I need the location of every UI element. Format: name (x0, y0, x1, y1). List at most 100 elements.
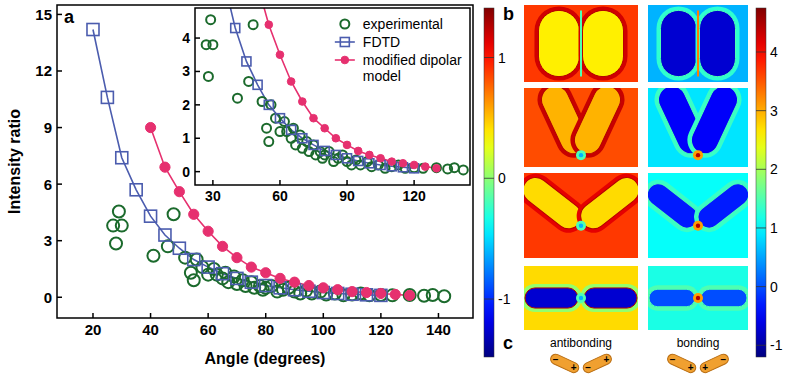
legend-marker (340, 20, 349, 29)
data-point (204, 72, 213, 81)
field-map-content (524, 266, 638, 330)
data-point (262, 124, 271, 133)
data-point (101, 91, 113, 103)
legend-marker (340, 38, 349, 47)
data-point (287, 125, 296, 134)
data-point (258, 97, 267, 106)
gap-field-core (696, 296, 700, 300)
x-tick (413, 180, 415, 185)
dimer-sketch: −+−+ (666, 353, 730, 375)
colorbar-tick (756, 110, 766, 111)
data-point (347, 287, 357, 297)
data-point (242, 57, 251, 66)
rod (575, 173, 638, 234)
mode-label: antibonding (550, 336, 612, 350)
field-background (524, 266, 638, 330)
data-point (375, 289, 387, 301)
colorbar-tick-label: 1 (498, 50, 506, 66)
charge-sign: + (688, 362, 694, 373)
x-tick (346, 180, 348, 185)
data-point (275, 114, 284, 123)
data-point (361, 287, 371, 297)
x-tick (150, 313, 152, 318)
y-tick-label: 0 (44, 289, 52, 306)
charge-sign: + (603, 354, 609, 365)
data-point (249, 20, 258, 29)
panel-c: cantibonding−++−bonding−+−+ (503, 333, 730, 374)
data-point (331, 150, 340, 159)
data-point (343, 141, 351, 149)
colorbar-tick-label: 4 (770, 44, 778, 60)
legend-line (335, 41, 355, 43)
colorbar (484, 8, 494, 357)
y-tick (57, 183, 62, 185)
field-map (524, 5, 638, 82)
data-point (189, 209, 199, 219)
x-tick-label: 30 (205, 188, 221, 204)
mode-label: bonding (677, 336, 720, 350)
rod (549, 353, 580, 375)
data-point (438, 290, 450, 302)
data-point (244, 77, 253, 86)
x-tick-label: 80 (257, 321, 274, 338)
data-point (309, 140, 318, 149)
data-point (208, 40, 217, 49)
legend-line-text: model (363, 68, 401, 84)
y-tick-label: 12 (35, 62, 52, 79)
x-tick-label: 60 (272, 188, 288, 204)
colorbar-tick-label: 2 (770, 161, 778, 177)
gap-field (576, 293, 586, 303)
data-point (202, 261, 214, 273)
data-point (116, 220, 128, 232)
inset-data (195, 8, 468, 174)
y-tick-label: 4 (182, 30, 190, 46)
x-tick-label: 40 (142, 321, 159, 338)
y-tick (195, 171, 200, 173)
colorbar-tick (484, 178, 494, 179)
field-map (645, 266, 751, 330)
field-halo (697, 285, 748, 310)
charge-sign: − (553, 354, 559, 365)
legend: experimentalFDTDmodified dipolarmodel (335, 16, 462, 84)
panel-label: b (503, 4, 514, 24)
legend-line-text: experimental (363, 16, 443, 32)
data-point (321, 124, 329, 132)
data-point (365, 159, 374, 168)
colorbar-tick-label: 0 (498, 170, 506, 186)
data-point (203, 226, 213, 236)
field-halo (682, 88, 748, 164)
colorbar-tick (484, 57, 494, 58)
charge-sign: + (702, 362, 708, 373)
data-point (231, 272, 243, 284)
dimer-sketch: −++− (549, 353, 613, 375)
field-map (521, 266, 641, 330)
data-point (377, 154, 385, 162)
data-point (354, 156, 363, 165)
colorbar-tick-label: 3 (770, 103, 778, 119)
x-axis-title: Angle (degrees) (205, 350, 326, 367)
y-tick (195, 71, 200, 73)
panel-label: c (503, 333, 513, 353)
data-point (332, 134, 340, 142)
data-point (264, 100, 273, 109)
field-map (648, 5, 748, 82)
data-point (264, 137, 273, 146)
data-point (376, 288, 386, 298)
legend-marker (341, 56, 349, 64)
data-point (145, 122, 155, 132)
field-halo (565, 88, 631, 164)
rod (570, 88, 625, 158)
colorbar-tick (756, 286, 766, 287)
data-point (410, 161, 418, 169)
y-tick (195, 37, 200, 39)
gap-field (693, 221, 703, 231)
data-point (116, 152, 128, 164)
series-line (235, 8, 436, 168)
y-tick-label: 9 (44, 119, 52, 136)
legend-label: FDTD (363, 34, 400, 50)
panel-label: a (64, 7, 75, 27)
rod (701, 289, 747, 306)
data-point (261, 268, 271, 278)
rod (666, 353, 697, 375)
data-point (421, 163, 429, 171)
